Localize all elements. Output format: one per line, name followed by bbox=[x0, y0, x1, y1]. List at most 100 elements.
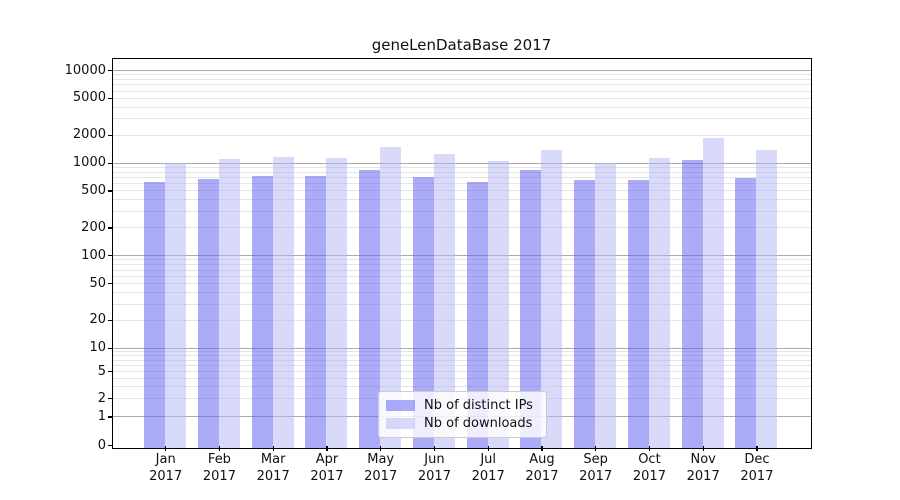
x-tick-label: Nov 2017 bbox=[686, 452, 720, 484]
plot-area bbox=[111, 57, 812, 449]
bar-distinct-ips-aug bbox=[520, 169, 542, 448]
bar-downloads-aug bbox=[541, 150, 563, 448]
gridline bbox=[112, 118, 811, 120]
bar-downloads-may bbox=[380, 147, 402, 448]
gridline bbox=[112, 162, 811, 164]
legend-swatch-distinct-ips bbox=[386, 400, 415, 411]
x-tick-label: May 2017 bbox=[364, 452, 398, 484]
y-tick-mark bbox=[108, 162, 113, 164]
gridline bbox=[112, 371, 811, 373]
gridline bbox=[112, 90, 811, 92]
gridline bbox=[112, 365, 811, 367]
bar-downloads-jan bbox=[165, 163, 187, 448]
bar-distinct-ips-sep bbox=[574, 179, 596, 448]
x-tick-mark bbox=[433, 446, 436, 451]
bar-distinct-ips-jan bbox=[144, 181, 166, 448]
x-tick-mark bbox=[326, 446, 328, 451]
x-tick-mark bbox=[218, 446, 221, 451]
gridline bbox=[112, 183, 811, 185]
gridline bbox=[112, 303, 811, 305]
gridline bbox=[112, 292, 811, 294]
y-tick-label: 2 bbox=[97, 390, 106, 406]
y-tick-label: 0 bbox=[97, 437, 106, 453]
x-tick-mark bbox=[756, 446, 758, 451]
chart-title: geneLenDataBase 2017 bbox=[371, 36, 552, 54]
bar-downloads-jul bbox=[487, 161, 509, 448]
legend-swatch-downloads bbox=[386, 418, 415, 429]
y-tick-label: 500 bbox=[81, 182, 106, 198]
gridline bbox=[112, 275, 811, 277]
bar-downloads-oct bbox=[648, 157, 670, 448]
bar-distinct-ips-nov bbox=[681, 160, 703, 448]
x-tick-mark bbox=[487, 446, 489, 451]
y-tick-mark bbox=[108, 227, 113, 229]
y-tick-label: 100 bbox=[81, 247, 106, 263]
gridline bbox=[112, 259, 811, 261]
gridline bbox=[112, 84, 811, 86]
x-tick-mark bbox=[648, 446, 651, 451]
y-tick-label: 1000 bbox=[72, 155, 106, 171]
y-tick-label: 20 bbox=[89, 312, 106, 328]
y-tick-mark bbox=[108, 134, 113, 137]
gridline bbox=[112, 386, 811, 388]
x-tick-mark bbox=[702, 446, 704, 451]
bar-downloads-sep bbox=[595, 162, 617, 448]
x-tick-mark bbox=[165, 446, 167, 451]
legend-item-downloads: Nb of downloads bbox=[386, 416, 538, 431]
gridline bbox=[112, 190, 811, 192]
y-tick-mark bbox=[108, 398, 113, 400]
gridline bbox=[112, 78, 811, 80]
y-tick-mark bbox=[108, 255, 113, 257]
x-tick-label: Apr 2017 bbox=[310, 452, 344, 484]
gridline bbox=[112, 176, 811, 178]
y-tick-mark bbox=[108, 347, 113, 350]
y-tick-mark bbox=[108, 416, 113, 418]
gridline bbox=[112, 199, 811, 201]
y-tick-mark bbox=[108, 371, 113, 373]
legend-label-distinct-ips: Nb of distinct IPs bbox=[424, 398, 533, 413]
gridline bbox=[112, 134, 811, 136]
x-tick-mark bbox=[272, 446, 274, 451]
bar-downloads-jun bbox=[433, 154, 455, 448]
bar-downloads-feb bbox=[218, 158, 240, 448]
legend-item-distinct-ips: Nb of distinct IPs bbox=[386, 398, 538, 413]
gridline bbox=[112, 74, 811, 76]
gridline bbox=[112, 211, 811, 213]
gridline bbox=[112, 377, 811, 379]
bar-downloads-mar bbox=[272, 157, 294, 448]
y-tick-label: 5 bbox=[97, 363, 106, 379]
x-tick-label: Jun 2017 bbox=[417, 452, 451, 484]
x-tick-mark bbox=[380, 446, 382, 451]
gridline bbox=[112, 255, 811, 257]
bar-distinct-ips-dec bbox=[735, 177, 757, 448]
gridline bbox=[112, 97, 811, 99]
gridline bbox=[112, 264, 811, 266]
x-tick-label: Dec 2017 bbox=[740, 452, 774, 484]
gridline bbox=[112, 359, 811, 361]
y-tick-label: 200 bbox=[81, 219, 106, 235]
gridline bbox=[112, 227, 811, 229]
gridline bbox=[112, 347, 811, 349]
y-tick-label: 1 bbox=[97, 408, 106, 424]
y-tick-label: 10000 bbox=[64, 62, 106, 78]
bar-distinct-ips-may bbox=[359, 169, 381, 448]
gridline bbox=[112, 319, 811, 321]
legend-label-downloads: Nb of downloads bbox=[424, 416, 533, 431]
y-tick-label: 2000 bbox=[72, 127, 106, 143]
y-tick-label: 50 bbox=[89, 275, 106, 291]
bar-distinct-ips-jul bbox=[466, 181, 488, 448]
y-tick-mark bbox=[108, 70, 113, 72]
y-tick-mark bbox=[108, 97, 113, 100]
gridline bbox=[112, 171, 811, 173]
gridline bbox=[112, 106, 811, 108]
x-tick-label: Jul 2017 bbox=[471, 452, 505, 484]
y-tick-mark bbox=[108, 445, 113, 447]
x-tick-label: Jan 2017 bbox=[149, 452, 183, 484]
x-tick-label: Feb 2017 bbox=[202, 452, 236, 484]
bar-downloads-apr bbox=[326, 157, 348, 448]
y-tick-mark bbox=[108, 283, 113, 285]
gridline bbox=[112, 269, 811, 271]
bar-downloads-dec bbox=[756, 150, 778, 448]
x-tick-label: Oct 2017 bbox=[632, 452, 666, 484]
